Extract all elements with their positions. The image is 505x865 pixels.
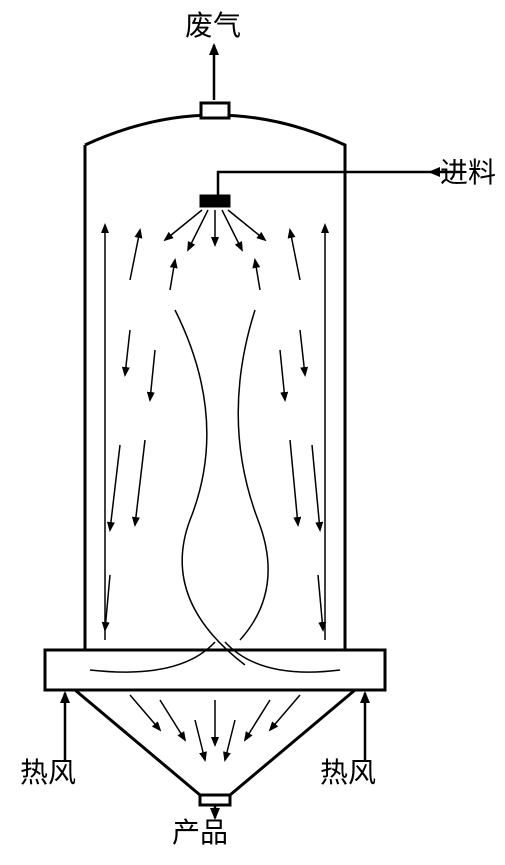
spray-arrow-4 bbox=[228, 210, 265, 240]
flow-curve-25 bbox=[195, 720, 205, 760]
spray-arrow-3 bbox=[165, 210, 202, 240]
exhaust-gas-label: 废气 bbox=[185, 10, 241, 42]
flow-curve-24 bbox=[270, 695, 300, 730]
hot-air-left-label: 热风 bbox=[20, 757, 76, 789]
spray-dryer-diagram: 废气进料热风热风产品 bbox=[0, 0, 505, 865]
spray-arrow-2 bbox=[222, 210, 242, 250]
flow-curve-10 bbox=[110, 445, 120, 530]
flow-curve-17 bbox=[238, 310, 268, 640]
flow-curve-4 bbox=[290, 230, 300, 280]
flow-curve-15 bbox=[318, 575, 323, 630]
flow-curve-1 bbox=[130, 230, 140, 280]
product-label: 产品 bbox=[172, 817, 228, 849]
feed-line bbox=[218, 172, 430, 195]
flow-curve-26 bbox=[225, 720, 235, 760]
flow-curve-2 bbox=[170, 260, 175, 290]
flow-curve-13 bbox=[312, 445, 320, 530]
flow-curve-20 bbox=[160, 700, 185, 740]
flow-curve-7 bbox=[150, 350, 155, 400]
exhaust-stub bbox=[201, 103, 229, 118]
flow-curve-23 bbox=[130, 695, 160, 730]
hot-air-right-label: 热风 bbox=[320, 757, 376, 789]
flow-curve-22 bbox=[245, 700, 270, 740]
flow-curve-11 bbox=[135, 440, 145, 525]
spray-nozzle bbox=[200, 195, 230, 207]
product-outlet-stub bbox=[200, 795, 230, 805]
flow-curve-16 bbox=[175, 310, 245, 665]
flow-curve-9 bbox=[300, 330, 305, 375]
flow-curve-3 bbox=[255, 260, 260, 290]
flow-curve-8 bbox=[280, 350, 285, 400]
spray-arrow-1 bbox=[188, 210, 208, 250]
flow-curve-12 bbox=[290, 440, 298, 525]
flow-curve-6 bbox=[125, 330, 130, 375]
